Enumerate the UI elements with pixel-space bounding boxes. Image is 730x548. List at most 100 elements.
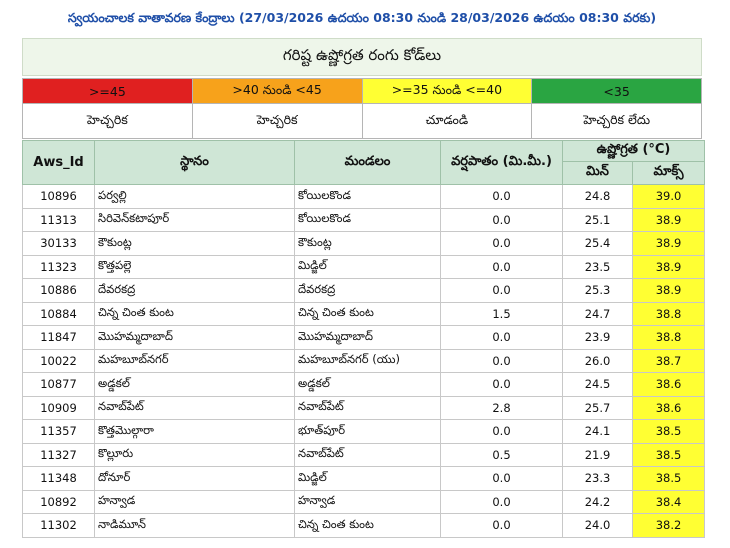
legend-label-3: హెచ్చరిక లేదు <box>531 103 702 139</box>
cell-id: 10892 <box>22 489 95 514</box>
cell-mandal: కౌకుంట్ల <box>294 231 441 256</box>
cell-min: 25.3 <box>562 278 633 303</box>
cell-id: 10909 <box>22 395 95 420</box>
col-header-mandal: మండలం <box>294 140 441 185</box>
cell-id: 11348 <box>22 466 95 491</box>
cell-max: 38.2 <box>631 513 706 538</box>
cell-min: 23.9 <box>562 325 633 350</box>
cell-place: అడ్డకల్ <box>94 372 295 397</box>
legend-label-1: హెచ్చరిక <box>191 103 363 139</box>
cell-rain: 0.0 <box>440 278 563 303</box>
cell-place: కొల్లూరు <box>94 442 295 467</box>
cell-max: 38.6 <box>631 372 706 397</box>
cell-max: 39.0 <box>631 184 706 209</box>
table-row: 10884 చిన్న చింత కుంట చిన్న చింత కుంట 1.5 24… <box>22 301 706 326</box>
cell-min: 25.7 <box>562 395 633 420</box>
cell-mandal: నవాబ్‌పేట్ <box>294 395 441 420</box>
cell-max: 38.5 <box>631 442 706 467</box>
cell-mandal: కోయిలకొండ <box>294 207 441 232</box>
cell-id: 10022 <box>22 348 95 373</box>
cell-rain: 0.0 <box>440 231 563 256</box>
table-row: 10877 అడ్డకల్ అడ్డకల్ 0.0 24.5 38.6 <box>22 372 706 397</box>
legend-label-2: చూడండి <box>361 103 533 139</box>
cell-rain: 2.8 <box>440 395 563 420</box>
cell-id: 11313 <box>22 207 95 232</box>
cell-id: 11327 <box>22 442 95 467</box>
cell-rain: 0.0 <box>440 184 563 209</box>
col-header-rainfall: వర్షపాతం (మి.మీ.) <box>440 140 563 185</box>
cell-place: మహబూబ్‌నగర్ <box>94 348 295 373</box>
cell-id: 10877 <box>22 372 95 397</box>
cell-mandal: హన్వాడ <box>294 489 441 514</box>
cell-max: 38.7 <box>631 348 706 373</box>
cell-min: 26.0 <box>562 348 633 373</box>
col-header-max: మాక్స్ <box>631 161 706 185</box>
cell-mandal: అడ్డకల్ <box>294 372 441 397</box>
cell-id: 11847 <box>22 325 95 350</box>
cell-min: 24.2 <box>562 489 633 514</box>
cell-min: 24.7 <box>562 301 633 326</box>
table-row: 11847 మొహమ్మదాబాద్ మొహమ్మదాబాద్ 0.0 23.9 38.8 <box>22 325 706 350</box>
table-row: 30133 కౌకుంట్ల కౌకుంట్ల 0.0 25.4 38.9 <box>22 231 706 256</box>
cell-id: 10896 <box>22 184 95 209</box>
cell-mandal: మొహమ్మదాబాద్ <box>294 325 441 350</box>
cell-rain: 0.0 <box>440 372 563 397</box>
cell-id: 11323 <box>22 254 95 279</box>
cell-max: 38.9 <box>631 254 706 279</box>
cell-id: 10886 <box>22 278 95 303</box>
cell-mandal: మిడ్జిల్ <box>294 254 441 279</box>
cell-place: కౌకుంట్ల <box>94 231 295 256</box>
cell-mandal: కోయిలకొండ <box>294 184 441 209</box>
cell-rain: 1.5 <box>440 301 563 326</box>
table-row: 10892 హన్వాడ హన్వాడ 0.0 24.2 38.4 <box>22 489 706 514</box>
table-row: 11313 సిరివెన్‌కటాపూర్ కోయిలకొండ 0.0 25.1 38.… <box>22 207 706 232</box>
col-header-min: మిన్ <box>562 161 633 185</box>
cell-min: 25.1 <box>562 207 633 232</box>
cell-mandal: మహబూబ్‌నగర్ (యు) <box>294 348 441 373</box>
cell-mandal: నవాబ్‌పేట్ <box>294 442 441 467</box>
col-header-temperature: ఉష్ణోగ్రత (°C) <box>561 140 706 162</box>
cell-id: 10884 <box>22 301 95 326</box>
cell-max: 38.9 <box>631 231 706 256</box>
table-row: 11357 కొత్తమొల్గారా భూత్‌పూర్ 0.0 24.1 38.5 <box>22 419 706 444</box>
cell-id: 11357 <box>22 419 95 444</box>
cell-rain: 0.0 <box>440 348 563 373</box>
cell-min: 24.8 <box>562 184 633 209</box>
cell-place: పర్వల్లి <box>94 184 295 209</box>
legend-range-0: >=45 <box>22 78 193 104</box>
cell-min: 21.9 <box>562 442 633 467</box>
cell-place: కొత్తపల్లె <box>94 254 295 279</box>
cell-min: 24.0 <box>562 513 633 538</box>
cell-max: 38.5 <box>631 466 706 491</box>
cell-max: 38.6 <box>631 395 706 420</box>
table-row: 11323 కొత్తపల్లె మిడ్జిల్ 0.0 23.5 38.9 <box>22 254 706 279</box>
legend-range-1: >40 నుండి <45 <box>191 78 363 104</box>
table-row: 11327 కొల్లూరు నవాబ్‌పేట్ 0.5 21.9 38.5 <box>22 442 706 467</box>
cell-mandal: మిడ్జిల్ <box>294 466 441 491</box>
cell-rain: 0.5 <box>440 442 563 467</box>
cell-max: 38.8 <box>631 301 706 326</box>
cell-min: 25.4 <box>562 231 633 256</box>
cell-rain: 0.0 <box>440 489 563 514</box>
cell-mandal: చిన్న చింత కుంట <box>294 301 441 326</box>
cell-place: కొత్తమొల్గారా <box>94 419 295 444</box>
cell-max: 38.5 <box>631 419 706 444</box>
legend-range-3: <35 <box>531 78 702 104</box>
cell-min: 23.5 <box>562 254 633 279</box>
col-header-id: Aws_Id <box>22 140 95 185</box>
cell-id: 30133 <box>22 231 95 256</box>
cell-rain: 0.0 <box>440 513 563 538</box>
cell-place: హన్వాడ <box>94 489 295 514</box>
page-title: స్వయంచాలక వాతావరణ కేంద్రాలు (27/03/2026 … <box>22 2 702 36</box>
cell-min: 24.1 <box>562 419 633 444</box>
cell-place: నాడిమూన్ <box>94 513 295 538</box>
cell-mandal: భూత్‌పూర్ <box>294 419 441 444</box>
cell-mandal: దేవరకద్ర <box>294 278 441 303</box>
col-header-place: స్థానం <box>94 140 295 185</box>
cell-id: 11302 <box>22 513 95 538</box>
table-row: 10022 మహబూబ్‌నగర్ మహబూబ్‌నగర్ (యు) 0.0 26.0 3… <box>22 348 706 373</box>
cell-rain: 0.0 <box>440 325 563 350</box>
table-row: 11348 దోనూర్ మిడ్జిల్ 0.0 23.3 38.5 <box>22 466 706 491</box>
cell-place: దేవరకద్ర <box>94 278 295 303</box>
